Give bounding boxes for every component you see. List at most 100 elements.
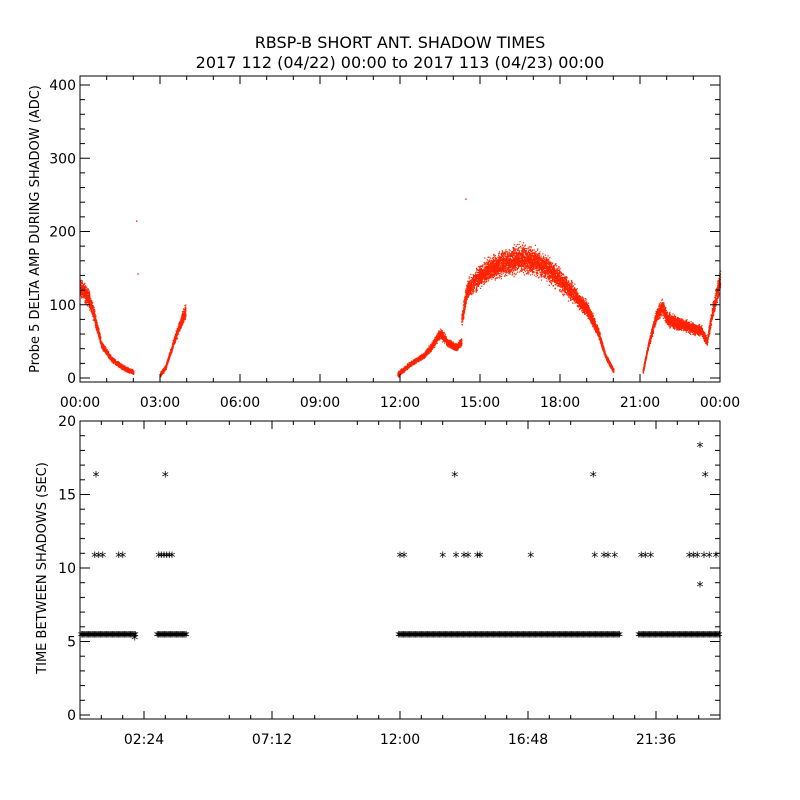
amplitude-point bbox=[112, 363, 114, 365]
amplitude-point bbox=[90, 300, 92, 302]
amplitude-point bbox=[413, 362, 415, 364]
amplitude-point bbox=[458, 340, 460, 342]
amplitude-point bbox=[105, 352, 107, 354]
amplitude-point bbox=[459, 345, 461, 347]
amplitude-point bbox=[89, 307, 91, 309]
amplitude-point bbox=[403, 371, 405, 373]
amplitude-point bbox=[177, 332, 179, 334]
amplitude-point bbox=[177, 327, 179, 329]
amplitude-point bbox=[160, 376, 162, 378]
amplitude-point bbox=[107, 353, 109, 355]
amplitude-point bbox=[118, 364, 120, 366]
amplitude-point bbox=[179, 322, 181, 324]
amplitude-point bbox=[86, 292, 89, 294]
amplitude-point bbox=[126, 368, 128, 370]
amplitude-point bbox=[432, 345, 434, 347]
amplitude-point bbox=[101, 345, 103, 347]
amplitude-point bbox=[178, 324, 180, 326]
amplitude-point bbox=[180, 317, 182, 319]
amplitude-point bbox=[103, 349, 105, 351]
amplitude-point bbox=[111, 358, 113, 360]
amplitude-point bbox=[112, 361, 114, 363]
amplitude-point bbox=[177, 325, 179, 327]
amplitude-point bbox=[104, 350, 106, 352]
amplitude-point bbox=[174, 334, 177, 336]
amplitude-point bbox=[400, 372, 402, 374]
amplitude-point bbox=[183, 313, 185, 316]
amplitude-point bbox=[169, 354, 171, 356]
amplitude-point bbox=[86, 290, 88, 293]
amplitude-point bbox=[181, 315, 183, 317]
amplitude-point bbox=[91, 312, 94, 314]
amplitude-point bbox=[101, 342, 103, 344]
amplitude-point bbox=[183, 318, 185, 320]
amplitude-point bbox=[80, 293, 82, 295]
amplitude-point bbox=[121, 366, 123, 368]
amplitude-point bbox=[80, 291, 82, 293]
amplitude-point bbox=[170, 349, 172, 352]
amplitude-point bbox=[91, 299, 93, 301]
amplitude-point bbox=[456, 347, 458, 349]
amplitude-point bbox=[429, 347, 431, 349]
amplitude-point bbox=[94, 315, 96, 317]
amplitude-point bbox=[169, 351, 171, 353]
amplitude-point bbox=[85, 295, 87, 297]
amplitude-point bbox=[428, 345, 430, 347]
amplitude-point bbox=[438, 334, 440, 337]
amplitude-point bbox=[425, 349, 427, 351]
amplitude-point bbox=[414, 361, 417, 363]
amplitude-point bbox=[162, 368, 164, 370]
amplitude-point bbox=[419, 358, 421, 360]
amplitude-point bbox=[123, 368, 125, 370]
amplitude-point bbox=[101, 341, 103, 343]
amplitude-point bbox=[95, 326, 98, 328]
amplitude-point bbox=[178, 326, 180, 328]
amplitude-point bbox=[124, 366, 126, 368]
amplitude-point bbox=[176, 329, 179, 331]
amplitude-point bbox=[436, 335, 438, 338]
amplitude-point bbox=[118, 365, 120, 367]
amplitude-point bbox=[180, 320, 182, 322]
amplitude-point bbox=[84, 295, 86, 297]
amplitude-point bbox=[112, 362, 114, 364]
amplitude-point bbox=[85, 300, 87, 302]
amplitude-point bbox=[102, 346, 105, 348]
amplitude-point bbox=[425, 355, 427, 357]
amplitude-point bbox=[406, 367, 408, 369]
amplitude-point bbox=[445, 341, 447, 343]
amplitude-point bbox=[81, 288, 83, 290]
amplitude-point bbox=[88, 292, 90, 294]
amplitude-point bbox=[127, 367, 129, 370]
amplitude-point bbox=[97, 328, 99, 330]
amplitude-point bbox=[431, 347, 433, 349]
amplitude-point bbox=[130, 370, 132, 372]
amplitude-point bbox=[398, 372, 400, 374]
amplitude-point bbox=[432, 340, 434, 342]
amplitude-point bbox=[171, 347, 173, 349]
amplitude-point bbox=[182, 314, 184, 316]
amplitude-point bbox=[92, 305, 95, 307]
amplitude-point bbox=[122, 366, 124, 368]
amplitude-point bbox=[94, 322, 96, 324]
amplitude-point bbox=[101, 345, 104, 347]
chart-title-line1: RBSP-B SHORT ANT. SHADOW TIMES bbox=[255, 33, 546, 52]
amplitude-point bbox=[116, 362, 118, 365]
amplitude-point bbox=[458, 342, 461, 344]
amplitude-point bbox=[407, 366, 409, 368]
amplitude-point bbox=[415, 361, 417, 363]
amplitude-point bbox=[455, 342, 457, 345]
amplitude-point bbox=[132, 372, 134, 374]
amplitude-point bbox=[85, 302, 87, 305]
amplitude-point bbox=[98, 333, 100, 335]
amplitude-point bbox=[179, 323, 181, 325]
amplitude-point bbox=[424, 353, 426, 355]
amplitude-point bbox=[112, 360, 114, 362]
amplitude-point bbox=[94, 317, 96, 319]
amplitude-point bbox=[92, 308, 94, 310]
amplitude-point bbox=[101, 346, 103, 348]
chart-title-line2: 2017 112 (04/22) 00:00 to 2017 113 (04/2… bbox=[196, 53, 605, 72]
amplitude-point bbox=[440, 329, 442, 331]
amplitude-point bbox=[460, 340, 462, 342]
amplitude-point bbox=[86, 295, 88, 297]
amplitude-point bbox=[176, 338, 178, 340]
